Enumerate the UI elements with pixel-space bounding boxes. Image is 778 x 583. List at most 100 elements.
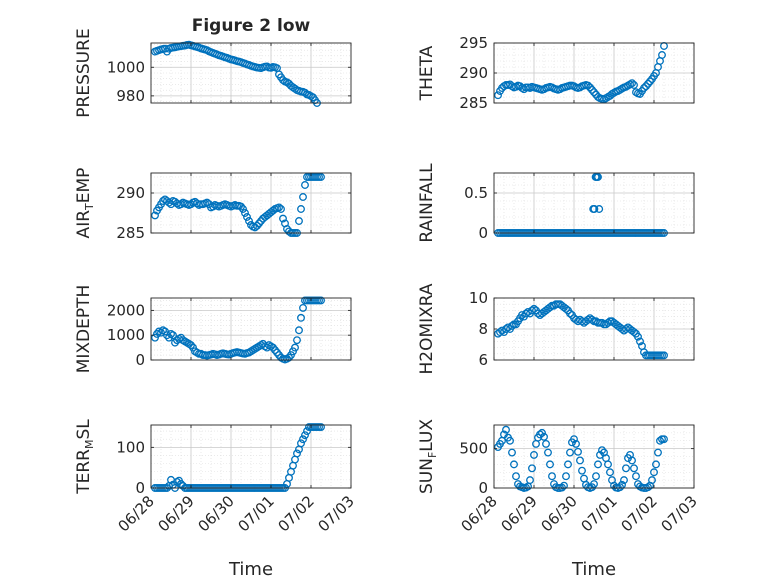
data-point [604, 460, 612, 469]
data-point [640, 84, 648, 92]
axes-box [150, 424, 352, 489]
data-point [566, 448, 574, 457]
data-point [283, 225, 291, 233]
y-axis-label: H2OMIXRA [417, 283, 437, 374]
data-point [658, 51, 666, 59]
data-point [588, 85, 596, 94]
data-point [299, 193, 307, 201]
data-point [586, 83, 594, 92]
data-point [508, 448, 516, 457]
data-point [253, 221, 261, 230]
data-point [650, 468, 658, 477]
x-tick-label: 06/30 [195, 492, 238, 535]
y-tick-label: 10 [469, 289, 488, 307]
data-point [544, 448, 552, 457]
axes-box [493, 172, 695, 234]
data-point [576, 456, 584, 465]
data-point [291, 343, 299, 352]
data-point [656, 436, 664, 445]
data-point [536, 430, 544, 439]
y-axis-label: PRESSURE [74, 28, 94, 117]
data-point [588, 315, 596, 324]
data-point [570, 435, 578, 444]
axes-box [150, 297, 352, 361]
data-point [279, 214, 287, 223]
data-point [245, 217, 253, 225]
data-point [526, 476, 534, 485]
data-point [317, 423, 325, 431]
y-tick-label: 285 [459, 94, 488, 112]
data-point [648, 476, 656, 485]
data-point [546, 303, 554, 312]
data-point [303, 427, 311, 436]
x-tick-label: 07/02 [618, 492, 661, 535]
axes-box [493, 424, 695, 489]
data-point [301, 88, 309, 97]
x-axis-label-right: Time [571, 559, 616, 580]
data-point [560, 481, 568, 490]
data-point [530, 304, 538, 313]
data-point [279, 76, 287, 85]
data-point [237, 202, 245, 211]
data-point [241, 209, 249, 217]
data-point [562, 304, 570, 313]
data-point [295, 326, 303, 335]
y-tick-label: 295 [459, 34, 488, 52]
y-tick-label: 0 [478, 479, 488, 497]
data-point [508, 321, 516, 330]
y-axis-label: SUNFLUX [417, 419, 439, 494]
data-point [595, 205, 604, 213]
figure-title: Figure 2 low [192, 16, 311, 36]
data-point [506, 436, 514, 445]
y-tick-label: 1000 [107, 326, 145, 344]
data-point [494, 91, 502, 100]
data-point [299, 435, 307, 444]
data-point [295, 217, 303, 225]
y-tick-label: 290 [459, 64, 488, 82]
data-point [293, 336, 301, 345]
data-point [530, 450, 538, 459]
data-point [496, 328, 504, 337]
y-axis-label: AIRTEMP [74, 168, 96, 239]
data-point [636, 337, 644, 346]
y-tick-label: 290 [116, 184, 145, 202]
x-tick-label: 07/03 [658, 492, 701, 535]
data-point [269, 206, 277, 215]
axes-box [150, 42, 352, 104]
data-point [169, 331, 177, 340]
data-point [293, 449, 301, 458]
data-point [275, 203, 283, 212]
data-point [642, 82, 650, 91]
data-point [502, 425, 510, 434]
data-point [512, 472, 520, 481]
subplot-air-temp: 285 290 AIRTEMP [74, 168, 352, 242]
data-point [538, 428, 546, 437]
data-point [596, 450, 604, 459]
data-point [566, 309, 574, 318]
data-point [606, 468, 614, 477]
data-point [660, 351, 668, 360]
y-tick-label: 285 [116, 224, 145, 242]
data-point [644, 483, 652, 492]
y-axis-label: TERRMSL [74, 419, 96, 495]
data-point [502, 325, 510, 333]
data-point [243, 213, 251, 221]
data-point [546, 460, 554, 469]
data-point [598, 446, 606, 455]
x-tick-label: 07/02 [275, 492, 318, 535]
data-point [584, 81, 592, 90]
data-point [548, 472, 556, 481]
data-point [660, 435, 668, 444]
data-point [630, 328, 638, 337]
data-point [646, 77, 654, 86]
subplot-pressure: 980 1000 PRESSURE [74, 28, 352, 118]
data-point [203, 198, 211, 207]
y-tick-label: 1000 [107, 58, 145, 76]
y-tick-label: 980 [116, 87, 145, 105]
data-point [652, 460, 660, 469]
x-tick-label: 06/29 [155, 492, 198, 535]
data-point [528, 306, 536, 315]
subplot-h2omixra: 6 8 10 H2OMIXRA [417, 283, 695, 375]
